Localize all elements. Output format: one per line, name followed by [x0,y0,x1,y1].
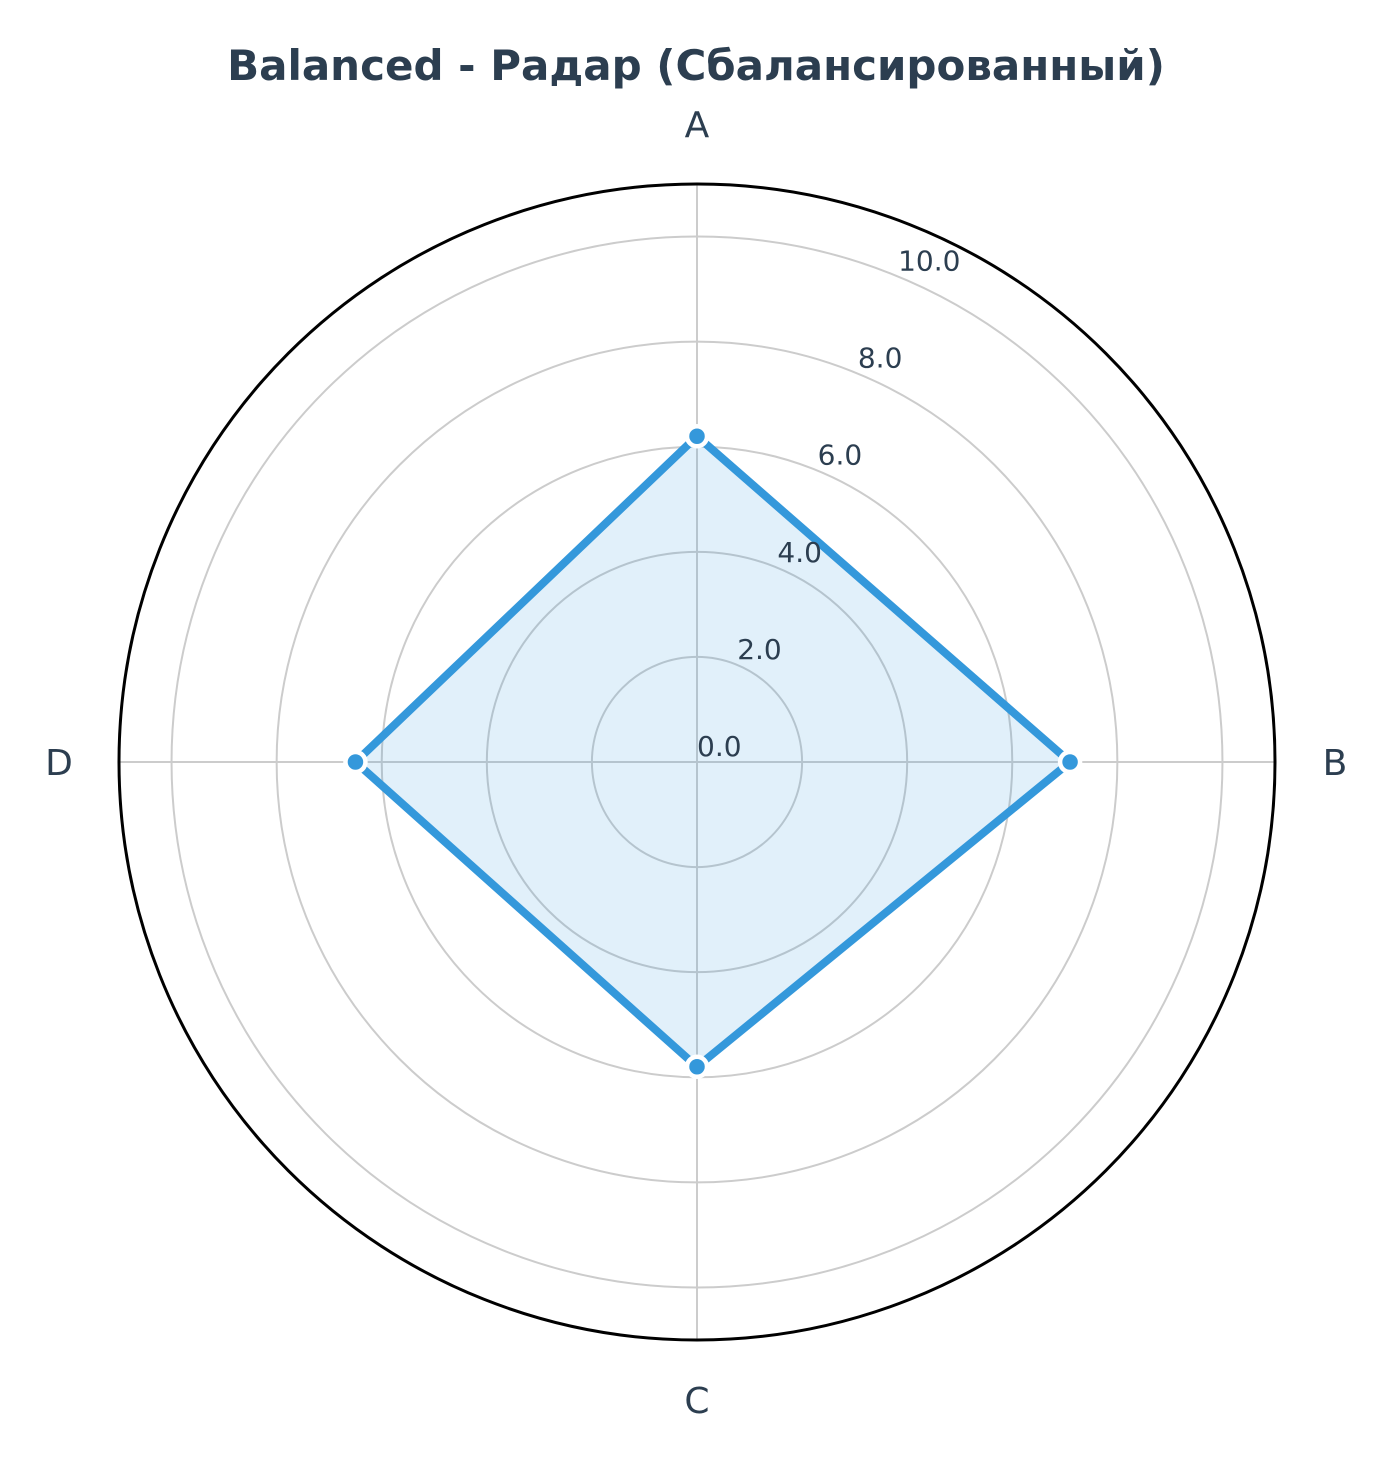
radial-tick-label: 2.0 [737,633,782,666]
grid-layer [117,182,1277,1342]
label-layer: 0.0 2.0 4.0 6.0 8.0 10.0 A B C D [45,105,1347,1422]
radial-tick-label: 6.0 [818,439,863,472]
category-label-c: C [684,1381,709,1422]
data-point-d [343,749,368,775]
radial-tick-label: 10.0 [898,245,960,278]
data-point-b [1057,749,1083,775]
polar-frame [117,182,1277,1342]
radial-tick-label: 8.0 [858,342,903,375]
category-label-d: D [45,743,73,784]
data-point-c [684,1054,710,1080]
radial-tick-label: 0.0 [697,730,742,763]
radial-tick-label: 4.0 [777,536,822,569]
category-label-b: B [1323,743,1348,784]
data-layer [343,423,1083,1080]
category-label-a: A [685,105,710,146]
chart-title: Balanced - Радар (Сбалансированный) [227,41,1165,90]
data-point-a [684,423,710,449]
